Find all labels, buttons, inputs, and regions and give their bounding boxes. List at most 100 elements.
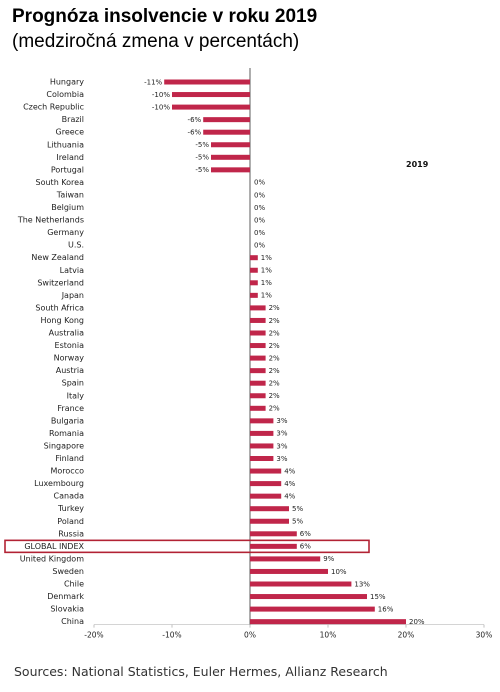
- bar-brazil: [203, 117, 250, 123]
- data-label-italy: 2%: [269, 392, 280, 400]
- x-tick-label: 0%: [244, 631, 256, 640]
- bar-global-index: [250, 543, 297, 549]
- data-label-brazil: -6%: [188, 116, 202, 124]
- bar-chart: 2019 Hungary -11% Colombia -10% Czech Republi…: [4, 68, 492, 640]
- bar-romania: [250, 430, 274, 436]
- category-label-hungary: Hungary: [50, 78, 84, 87]
- bar-latvia: [250, 267, 258, 273]
- bar-colombia: [172, 92, 250, 98]
- data-label-slovakia: 16%: [378, 605, 394, 613]
- category-label-south-korea: South Korea: [36, 178, 85, 187]
- category-label-austria: Austria: [56, 366, 84, 375]
- category-label-canada: Canada: [54, 492, 85, 501]
- category-label-italy: Italy: [67, 391, 85, 400]
- data-label-germany: 0%: [254, 229, 265, 237]
- legend-label: 2019: [406, 160, 429, 169]
- x-tick-label: -20%: [84, 631, 103, 640]
- category-label-singapore: Singapore: [44, 441, 84, 450]
- category-label-ireland: Ireland: [56, 153, 84, 162]
- data-label-united-kingdom: 9%: [323, 555, 334, 563]
- category-label-russia: Russia: [58, 529, 84, 538]
- category-label-south-africa: South Africa: [35, 303, 84, 312]
- data-label-finland: 3%: [276, 455, 287, 463]
- category-label-turkey: Turkey: [57, 504, 84, 513]
- bar-australia: [250, 330, 266, 336]
- category-label-lithuania: Lithuania: [47, 140, 84, 149]
- category-label-the-netherlands: The Netherlands: [17, 216, 84, 225]
- category-label-france: France: [57, 404, 84, 413]
- bar-austria: [250, 368, 266, 374]
- data-label-canada: 4%: [284, 492, 295, 500]
- category-label-romania: Romania: [49, 429, 84, 438]
- category-label-spain: Spain: [62, 379, 84, 388]
- x-tick-label: -10%: [162, 631, 181, 640]
- bar-new-zealand: [250, 255, 258, 261]
- chart-subtitle: (medziročná zmena v percentách): [12, 31, 300, 52]
- category-label-u-s: U.S.: [68, 241, 84, 250]
- data-label-austria: 2%: [269, 367, 280, 375]
- category-label-taiwan: Taiwan: [56, 190, 84, 199]
- data-label-u-s: 0%: [254, 241, 265, 249]
- bar-bulgaria: [250, 418, 274, 424]
- data-label-sweden: 10%: [331, 568, 347, 576]
- x-tick-label: 10%: [320, 631, 337, 640]
- bar-hong-kong: [250, 317, 266, 323]
- data-label-romania: 3%: [276, 430, 287, 438]
- category-label-estonia: Estonia: [55, 341, 85, 350]
- bar-hungary: [164, 79, 250, 85]
- data-label-latvia: 1%: [261, 267, 272, 275]
- category-label-latvia: Latvia: [60, 266, 84, 275]
- data-label-singapore: 3%: [276, 442, 287, 450]
- data-label-france: 2%: [269, 405, 280, 413]
- bar-greece: [203, 129, 250, 135]
- data-label-turkey: 5%: [292, 505, 303, 513]
- data-label-estonia: 2%: [269, 342, 280, 350]
- category-label-slovakia: Slovakia: [50, 605, 84, 614]
- bar-poland: [250, 518, 289, 524]
- data-label-portugal: -5%: [195, 166, 209, 174]
- x-tick-label: 20%: [398, 631, 415, 640]
- category-label-united-kingdom: United Kingdom: [20, 554, 84, 563]
- bar-turkey: [250, 506, 289, 512]
- bar-france: [250, 405, 266, 411]
- data-label-south-korea: 0%: [254, 179, 265, 187]
- category-label-hong-kong: Hong Kong: [41, 316, 85, 325]
- data-label-belgium: 0%: [254, 204, 265, 212]
- data-label-lithuania: -5%: [195, 141, 209, 149]
- category-label-czech-republic: Czech Republic: [23, 103, 84, 112]
- category-label-bulgaria: Bulgaria: [51, 416, 84, 425]
- bar-switzerland: [250, 280, 258, 286]
- category-label-poland: Poland: [57, 517, 84, 526]
- bar-italy: [250, 393, 266, 399]
- category-label-global-index: GLOBAL INDEX: [24, 542, 84, 551]
- category-label-germany: Germany: [47, 228, 84, 237]
- category-label-new-zealand: New Zealand: [31, 253, 84, 262]
- data-label-russia: 6%: [300, 530, 311, 538]
- data-label-south-africa: 2%: [269, 304, 280, 312]
- bar-lithuania: [211, 142, 250, 148]
- bar-portugal: [211, 167, 250, 173]
- bar-slovakia: [250, 606, 375, 612]
- data-label-global-index: 6%: [300, 543, 311, 551]
- bar-estonia: [250, 343, 266, 349]
- chart-title: Prognóza insolvencie v roku 2019: [12, 6, 318, 27]
- data-label-norway: 2%: [269, 354, 280, 362]
- category-label-greece: Greece: [56, 128, 85, 137]
- bar-sweden: [250, 568, 328, 574]
- category-label-china: China: [61, 617, 84, 626]
- category-label-belgium: Belgium: [51, 203, 84, 212]
- data-label-ireland: -5%: [195, 154, 209, 162]
- data-label-spain: 2%: [269, 380, 280, 388]
- bar-czech-republic: [172, 104, 250, 110]
- data-label-switzerland: 1%: [261, 279, 272, 287]
- bar-united-kingdom: [250, 556, 321, 562]
- data-label-hungary: -11%: [144, 78, 162, 86]
- bar-japan: [250, 292, 258, 298]
- data-label-australia: 2%: [269, 329, 280, 337]
- data-label-colombia: -10%: [152, 91, 170, 99]
- bar-norway: [250, 355, 266, 361]
- category-label-switzerland: Switzerland: [37, 278, 84, 287]
- data-label-the-netherlands: 0%: [254, 216, 265, 224]
- data-label-morocco: 4%: [284, 467, 295, 475]
- bar-russia: [250, 531, 297, 537]
